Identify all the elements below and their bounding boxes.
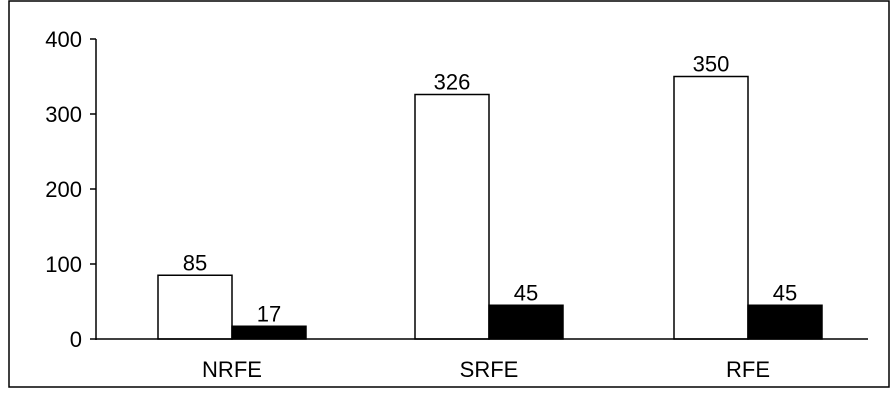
bar-rfe-series-2 (747, 304, 823, 340)
y-tick-label: 200 (45, 177, 82, 202)
y-tick-label: 100 (45, 252, 82, 277)
bars-layer (157, 75, 823, 340)
bar-srfe-series-2 (488, 304, 564, 340)
labels-layer: 85 17 NRFE 326 45 SRFE 350 45 RFE (183, 52, 797, 383)
axes-layer: 0 100 200 300 400 (45, 27, 868, 352)
bar-nrfe-series-1 (157, 274, 233, 340)
data-label: 326 (434, 70, 471, 95)
bar-rfe-series-1 (673, 75, 749, 340)
data-label: 350 (693, 52, 730, 77)
category-label-nrfe: NRFE (202, 357, 262, 382)
data-label: 45 (514, 280, 538, 305)
data-label: 17 (257, 301, 281, 326)
data-label: 45 (773, 280, 797, 305)
category-label-srfe: SRFE (460, 357, 519, 382)
bar-nrfe-series-2 (231, 325, 307, 340)
data-label: 85 (183, 250, 207, 275)
bar-srfe-series-1 (414, 93, 490, 340)
category-label-rfe: RFE (726, 357, 770, 382)
y-tick-label: 300 (45, 102, 82, 127)
y-tick-label: 0 (70, 327, 82, 352)
y-tick-label: 400 (45, 27, 82, 52)
